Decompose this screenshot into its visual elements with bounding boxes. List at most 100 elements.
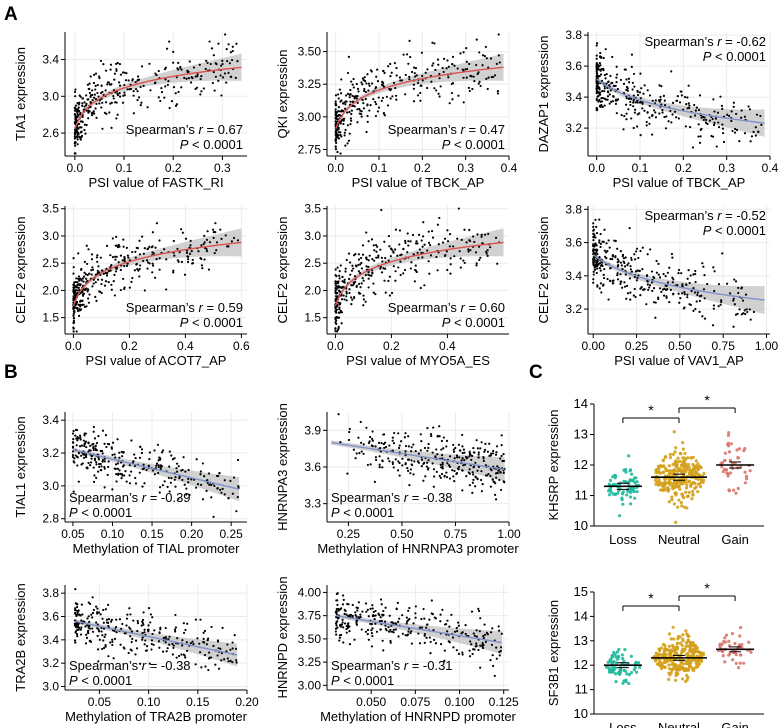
- strip-point: [609, 490, 613, 494]
- data-point: [103, 460, 106, 463]
- data-point: [599, 55, 602, 58]
- data-point: [483, 623, 486, 626]
- spearman-r-label: Spearman’s r = 0.47: [388, 122, 505, 137]
- data-point: [404, 450, 407, 453]
- strip-point: [727, 639, 731, 643]
- data-point: [167, 79, 170, 83]
- data-point: [485, 57, 488, 60]
- data-point: [362, 298, 365, 301]
- data-point: [366, 633, 369, 636]
- data-point: [229, 51, 232, 54]
- data-point: [598, 287, 601, 290]
- data-point: [172, 50, 175, 54]
- strip-point: [670, 668, 674, 672]
- strip-point: [695, 649, 699, 654]
- data-point: [96, 254, 99, 257]
- data-point: [92, 448, 95, 452]
- data-point: [408, 606, 411, 610]
- data-point: [337, 97, 340, 100]
- data-point: [163, 68, 167, 71]
- data-point: [107, 270, 111, 273]
- data-point: [72, 272, 75, 275]
- x-tick-label: 0.50: [390, 527, 414, 541]
- data-point: [362, 107, 366, 110]
- data-point: [154, 246, 157, 249]
- data-point: [208, 40, 211, 43]
- data-point: [85, 633, 88, 636]
- data-point: [458, 456, 461, 459]
- strip-point: [694, 485, 698, 489]
- data-point: [461, 653, 464, 656]
- data-point: [648, 116, 651, 119]
- strip-point: [663, 455, 667, 460]
- data-point: [157, 640, 161, 643]
- data-point: [170, 100, 174, 103]
- data-point: [599, 104, 602, 107]
- data-point: [486, 450, 490, 453]
- data-point: [371, 607, 374, 610]
- data-point: [663, 115, 666, 119]
- data-point: [210, 496, 213, 499]
- data-point: [137, 96, 141, 99]
- data-point: [396, 601, 399, 604]
- data-point: [375, 630, 379, 633]
- data-point: [362, 452, 365, 455]
- data-point: [79, 138, 82, 141]
- data-point: [408, 617, 411, 621]
- data-point: [706, 122, 709, 126]
- data-point: [671, 101, 675, 104]
- data-point: [340, 607, 343, 610]
- data-point: [632, 101, 635, 104]
- data-point: [363, 87, 366, 91]
- data-point: [695, 300, 698, 303]
- data-point: [498, 61, 501, 64]
- data-point: [595, 271, 598, 275]
- data-point: [134, 457, 137, 460]
- data-point: [76, 456, 79, 459]
- data-point: [665, 296, 668, 300]
- data-point: [122, 646, 125, 649]
- strip-point: [721, 469, 725, 474]
- data-point: [94, 281, 97, 284]
- data-point: [228, 62, 231, 65]
- data-point: [153, 449, 156, 452]
- data-point: [336, 150, 339, 154]
- strip-point: [663, 480, 667, 484]
- data-point: [100, 291, 103, 295]
- data-point: [655, 271, 658, 274]
- data-point: [172, 269, 175, 272]
- data-point: [379, 616, 382, 619]
- data-point: [97, 75, 101, 78]
- data-point: [87, 109, 90, 112]
- data-point: [213, 89, 216, 92]
- strip-point: [693, 666, 697, 670]
- data-point: [445, 476, 449, 479]
- data-point: [468, 655, 472, 658]
- data-point: [491, 478, 494, 481]
- data-point: [83, 442, 87, 445]
- data-point: [170, 477, 173, 480]
- data-point: [382, 111, 386, 115]
- data-point: [376, 68, 379, 71]
- data-point: [164, 641, 167, 644]
- strip-point: [734, 491, 738, 495]
- strip-point: [676, 456, 680, 460]
- data-point: [335, 288, 338, 291]
- data-point: [189, 239, 192, 242]
- data-point: [607, 80, 610, 84]
- data-point: [412, 87, 415, 90]
- data-point: [177, 497, 180, 500]
- data-point: [399, 260, 402, 263]
- data-point: [100, 465, 103, 468]
- data-point: [612, 94, 615, 98]
- data-point: [416, 81, 420, 84]
- data-point: [343, 107, 347, 110]
- data-point: [119, 95, 122, 98]
- data-point: [615, 81, 618, 84]
- data-point: [183, 76, 186, 79]
- data-point: [627, 108, 630, 111]
- data-point: [101, 452, 104, 455]
- data-point: [364, 90, 368, 94]
- data-point: [83, 434, 86, 437]
- data-point: [145, 468, 148, 472]
